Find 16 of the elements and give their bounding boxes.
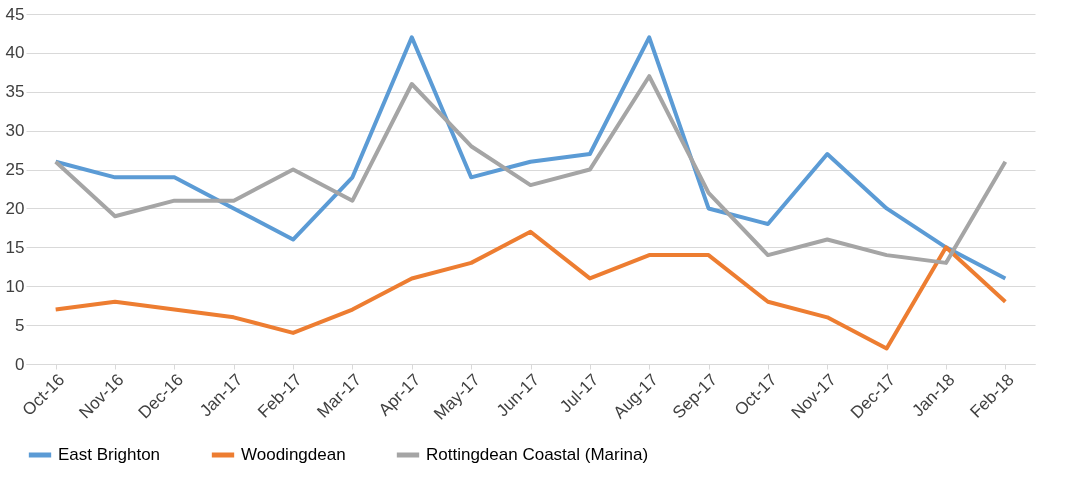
y-tick-label: 25 <box>5 160 25 180</box>
y-tick-label: 15 <box>5 237 25 257</box>
legend-label: Rottingdean Coastal (Marina) <box>426 445 649 464</box>
line-series <box>53 35 1008 281</box>
legend-label: East Brighton <box>58 445 161 464</box>
legend-label: Woodingdean <box>241 445 346 464</box>
y-tick-label: 20 <box>5 198 25 218</box>
y-tick-label: 30 <box>5 121 25 141</box>
y-tick-label: 0 <box>15 354 25 374</box>
y-tick-label: 5 <box>15 315 25 335</box>
y-tick-label: 35 <box>5 82 25 102</box>
line-series <box>53 229 1008 351</box>
y-tick-label: 40 <box>5 43 25 63</box>
y-tick-label: 45 <box>5 4 25 24</box>
line-series <box>53 74 1008 265</box>
y-tick-label: 10 <box>5 276 25 296</box>
